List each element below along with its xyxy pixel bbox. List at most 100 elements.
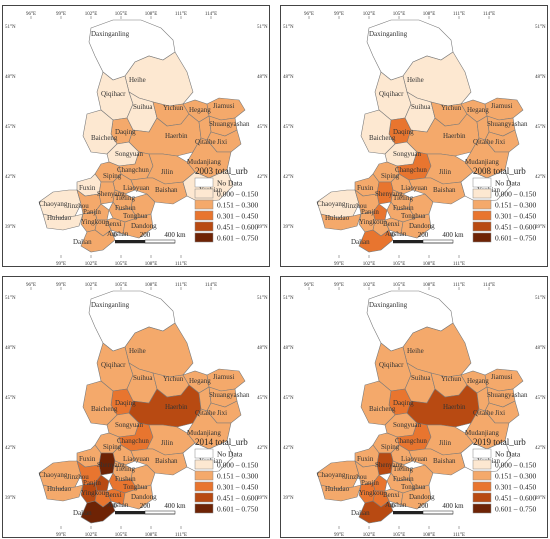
city-label: Jilin: [161, 439, 174, 447]
city-label: Jinzhou: [345, 473, 367, 481]
city-label: Jilin: [439, 168, 452, 176]
city-label: Hegang: [467, 377, 489, 385]
city-label: Benxi: [105, 491, 122, 499]
scale-bar-segment: [144, 510, 176, 515]
city-label: Changchun: [395, 166, 427, 174]
legend-swatch: [472, 459, 492, 470]
city-label: Dalian: [73, 509, 92, 517]
city-label: Shuangyashan: [487, 391, 528, 399]
city-label: Daqing: [393, 399, 414, 407]
city-label: Yingkou: [81, 489, 106, 497]
latitude-tick-label: 42°N: [535, 175, 546, 180]
city-label: Baicheng: [91, 405, 118, 413]
city-label: Huludao: [47, 485, 72, 493]
legend-swatch: [472, 492, 492, 503]
longitude-tick-label: 96°E: [304, 283, 314, 288]
city-label: Heihe: [407, 76, 424, 84]
scale-bar-label: 400 km: [164, 502, 186, 510]
city-label: Tonghua: [123, 483, 148, 491]
city-label: Benxi: [383, 491, 400, 499]
region-huludao: [320, 213, 362, 231]
city-label: Tieling: [115, 465, 135, 473]
latitude-tick-label: 42°N: [283, 446, 294, 451]
latitude-tick-label: 48°N: [535, 346, 546, 351]
latitude-tick-label: 42°N: [283, 175, 294, 180]
city-label: Shenyang: [375, 461, 403, 469]
longitude-tick-label: 114°E: [483, 283, 495, 288]
scale-bar-label: 400 km: [442, 231, 464, 239]
legend-swatch: [472, 232, 492, 243]
city-label: Daqing: [115, 128, 136, 136]
legend-swatch: [194, 210, 214, 221]
longitude-tick-label: 102°E: [85, 12, 98, 17]
city-label: Qiqihacr: [379, 361, 404, 369]
city-label: Daxinganling: [369, 30, 408, 38]
city-label: Jinzhou: [345, 202, 367, 210]
legend-swatch: [194, 492, 214, 503]
latitude-tick-label: 42°N: [535, 446, 546, 451]
city-label: Fuxin: [357, 455, 374, 463]
city-label: Dalian: [351, 238, 370, 246]
city-label: Anshan: [385, 501, 407, 509]
legend-label: 0.301 – 0.450: [495, 483, 537, 492]
city-label: Qiqihacr: [379, 90, 404, 98]
scale-bar-label: 400 km: [442, 502, 464, 510]
city-label: Dandong: [409, 493, 435, 501]
longitude-tick-label: 99°E: [334, 12, 344, 17]
city-label: Siping: [381, 172, 400, 180]
region-baishan: [408, 177, 466, 205]
longitude-tick-label: 102°E: [85, 283, 98, 288]
city-label: Suihua: [411, 103, 431, 111]
city-label: Suihua: [133, 103, 153, 111]
longitude-tick-label: 105°E: [115, 262, 128, 267]
city-label: Dandong: [409, 222, 435, 230]
latitude-tick-label: 45°N: [257, 125, 268, 130]
latitude-tick-label: 42°N: [257, 446, 268, 451]
longitude-tick-label: 96°E: [304, 12, 314, 17]
city-label: Dalian: [351, 509, 370, 517]
longitude-tick-label: 108°E: [423, 283, 436, 288]
region-benxi: [106, 488, 126, 506]
city-label: Qitaihe: [195, 138, 216, 146]
city-label: Yichun: [441, 104, 462, 112]
region-dandong: [122, 213, 154, 239]
city-label: Baicheng: [369, 134, 396, 142]
city-label: Benxi: [383, 220, 400, 228]
longitude-tick-label: 99°E: [334, 283, 344, 288]
legend-label: 0.601 – 0.750: [495, 505, 537, 514]
latitude-tick-label: 45°N: [535, 125, 546, 130]
city-label: Daqing: [393, 128, 414, 136]
longitude-tick-label: 96°E: [26, 283, 36, 288]
city-label: Shuangyashan: [209, 391, 250, 399]
city-label: Fushun: [393, 204, 414, 212]
city-label: Fuxin: [79, 455, 96, 463]
latitude-tick-label: 48°N: [535, 75, 546, 80]
city-label: Changchun: [117, 437, 149, 445]
legend-swatch: [472, 448, 492, 459]
legend-title: 2014 total_urb: [195, 437, 248, 447]
city-label: Fuxin: [79, 184, 96, 192]
city-label: Haerbin: [165, 132, 188, 140]
city-label: Mudanjiang: [187, 429, 221, 437]
legend-swatch: [194, 448, 214, 459]
city-label: Fushun: [115, 204, 136, 212]
legend-label: 0.451 – 0.600: [217, 223, 259, 232]
legend-label: 0.301 – 0.450: [495, 212, 537, 221]
latitude-tick-label: 48°N: [283, 346, 294, 351]
legend-swatch: [472, 221, 492, 232]
city-label: Huludao: [325, 485, 350, 493]
city-label: Siping: [103, 443, 122, 451]
longitude-tick-label: 99°E: [56, 283, 66, 288]
city-label: Heihe: [407, 347, 424, 355]
city-label: Baicheng: [369, 405, 396, 413]
city-label: Siping: [381, 443, 400, 451]
longitude-tick-label: 105°E: [115, 283, 128, 288]
city-label: Haerbin: [443, 132, 466, 140]
longitude-tick-label: 111°E: [175, 262, 187, 267]
legend-swatch: [472, 188, 492, 199]
longitude-tick-label: 105°E: [393, 262, 406, 267]
legend-label: 0.601 – 0.750: [217, 505, 259, 514]
region-dandong: [122, 484, 154, 510]
map-svg: 96°E 99°E 102°E 105°E 108°E 111°E 114°E 99°E 102…: [283, 12, 546, 267]
latitude-tick-label: 48°N: [257, 75, 268, 80]
